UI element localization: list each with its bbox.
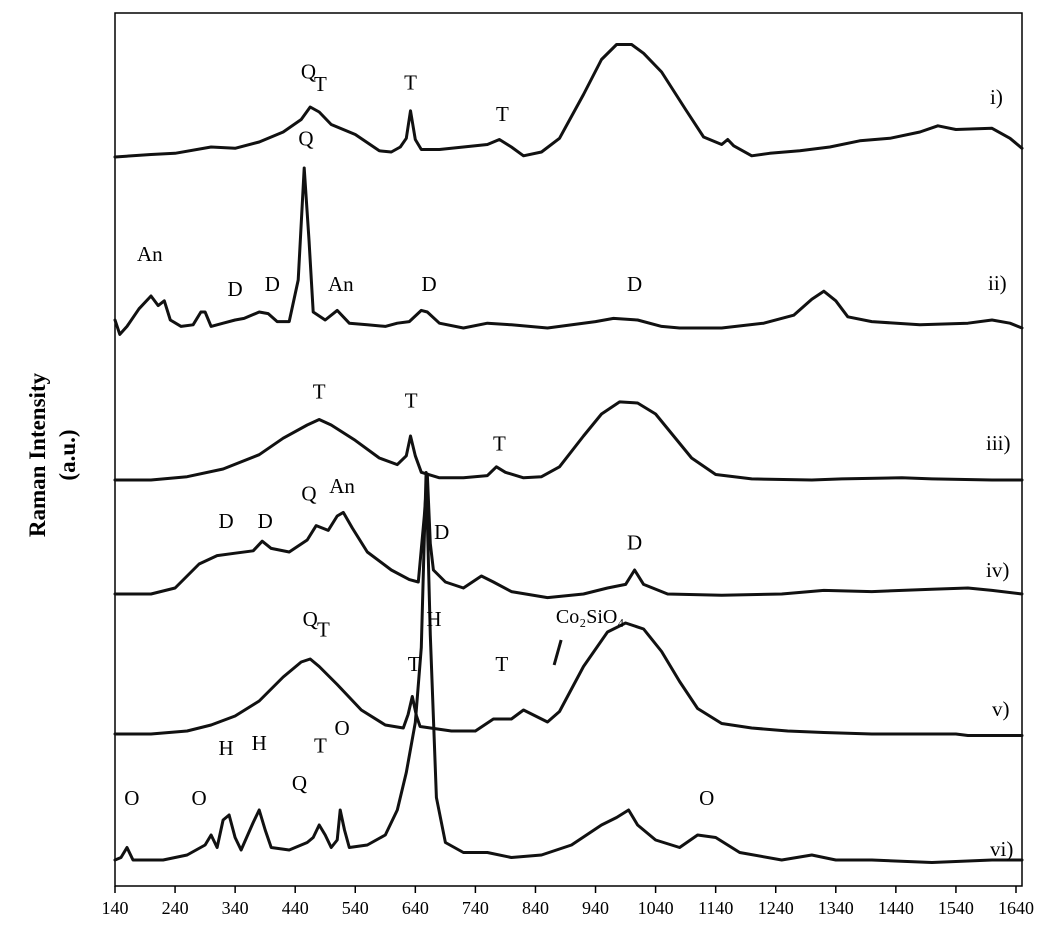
spectrum-tag: iii)	[986, 431, 1011, 455]
peak-label: T	[314, 72, 327, 96]
x-tick-label: 1040	[638, 898, 674, 918]
spectrum-tag: ii)	[988, 271, 1007, 295]
compound-pointer	[552, 639, 563, 666]
spectra-traces	[113, 43, 1024, 864]
spectrum-trace	[113, 472, 1024, 600]
spectrum-trace	[113, 621, 1024, 737]
peak-label: D	[265, 272, 280, 296]
compound-label: Co₂SiO₄	[556, 606, 624, 628]
y-axis-label-line2: (a.u.)	[55, 429, 80, 480]
peak-label: D	[627, 272, 642, 296]
peak-label: Q	[301, 59, 316, 83]
peak-label: Q	[298, 127, 313, 151]
x-tick-label: 1240	[758, 898, 794, 918]
spectrum-trace	[113, 43, 1024, 159]
peak-label: T	[313, 380, 326, 404]
peak-label: O	[334, 716, 349, 740]
peak-label: An	[329, 474, 355, 498]
compound-annotation: Co₂SiO₄	[552, 606, 624, 666]
peak-label: An	[137, 242, 163, 266]
x-tick-label: 1440	[878, 898, 914, 918]
peak-label: O	[124, 786, 139, 810]
spectrum-tag: iv)	[986, 558, 1009, 582]
spectrum-tags: i) ii) iii) iv) v) vi)	[986, 85, 1013, 861]
peak-label: T	[314, 734, 327, 758]
peak-label: O	[699, 786, 714, 810]
x-tick-label: 440	[282, 898, 309, 918]
peak-label: H	[219, 736, 234, 760]
x-tick-label: 1540	[938, 898, 974, 918]
peak-label: T	[408, 652, 421, 676]
spectrum-tag: v)	[992, 697, 1010, 721]
x-tick-label: 340	[222, 898, 249, 918]
peak-label: D	[422, 272, 437, 296]
y-axis-label-line1: Raman Intensity	[25, 372, 50, 537]
peak-label: T	[496, 102, 509, 126]
peak-label: T	[493, 431, 506, 455]
peak-label: Q	[303, 607, 318, 631]
peak-label: T	[495, 652, 508, 676]
spectrum-trace	[113, 166, 1024, 336]
x-tick-label: 240	[162, 898, 189, 918]
spectrum-trace	[113, 471, 1024, 864]
plot-frame	[114, 12, 1023, 887]
peak-label: D	[258, 509, 273, 533]
peak-label: Q	[292, 771, 307, 795]
x-tick-label: 840	[522, 898, 549, 918]
x-tick-label: 1640	[998, 898, 1034, 918]
spectrum-tag: i)	[990, 85, 1003, 109]
x-tick-label: 740	[462, 898, 489, 918]
peak-label: H	[252, 731, 267, 755]
x-axis-ticks: 140 240 340 440 540 640 740 840 940 1040 1140 1240 1…	[102, 886, 1034, 918]
peak-label: T	[317, 618, 330, 642]
x-tick-label: 1140	[698, 898, 733, 918]
peak-label: T	[404, 71, 417, 95]
peak-label: H	[426, 607, 441, 631]
x-tick-label: 940	[582, 898, 609, 918]
x-tick-label: 640	[402, 898, 429, 918]
x-tick-label: 540	[342, 898, 369, 918]
x-tick-label: 1340	[818, 898, 854, 918]
peak-label: An	[328, 272, 354, 296]
spectrum-tag: vi)	[990, 837, 1013, 861]
peak-label: D	[434, 520, 449, 544]
peak-label: O	[192, 786, 207, 810]
x-tick-label: 140	[102, 898, 129, 918]
peak-label: D	[627, 531, 642, 555]
spectrum-trace	[113, 400, 1024, 482]
peak-label: D	[228, 277, 243, 301]
peak-label: Q	[301, 481, 316, 505]
peak-label: D	[219, 509, 234, 533]
peak-label: T	[405, 388, 418, 412]
